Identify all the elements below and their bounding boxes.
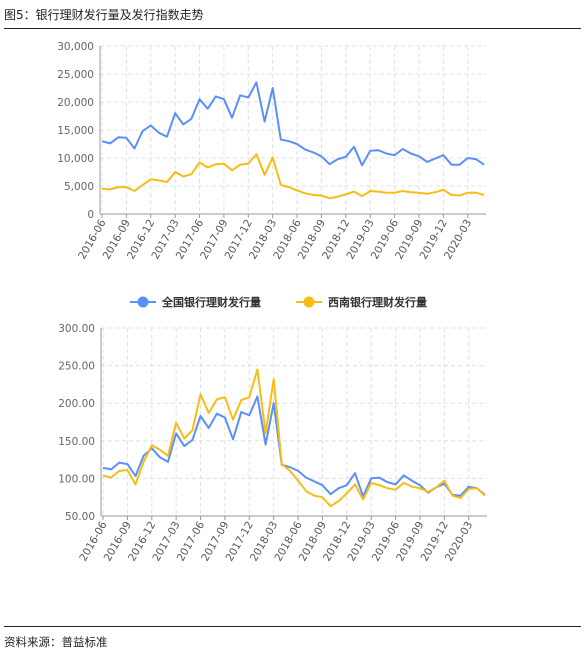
top-rule	[4, 28, 581, 29]
y-tick-label: 15,000	[57, 125, 94, 137]
figure-title: 图5：银行理财发行量及发行指数走势	[4, 8, 204, 22]
legend-marker	[137, 296, 149, 308]
source-note: 资料来源：普益标准	[4, 635, 108, 649]
y-tick-label: 300.00	[58, 323, 95, 335]
legend-marker	[303, 296, 315, 308]
y-tick-label: 0	[87, 209, 94, 221]
y-tick-label: 30,000	[57, 41, 94, 53]
y-tick-label: 10,000	[57, 153, 94, 165]
bottom-rule	[4, 626, 581, 627]
series-line-national	[102, 395, 486, 498]
chart-issuance-index: 50.00100.00150.00200.00250.00300.002016-…	[58, 323, 487, 563]
y-tick-label: 5,000	[64, 181, 94, 193]
chart-issuance-volume: 05,00010,00015,00020,00025,00030,0002016…	[57, 41, 486, 309]
y-tick-label: 50.00	[65, 511, 95, 523]
y-tick-label: 25,000	[57, 69, 94, 81]
y-tick-label: 250.00	[58, 361, 95, 373]
legend-label: 全国银行理财发行量	[161, 295, 261, 309]
legend-label: 西南银行理财发行量	[328, 295, 427, 309]
y-tick-label: 100.00	[58, 473, 95, 485]
y-tick-label: 200.00	[58, 398, 95, 410]
series-line-southwest	[102, 368, 486, 508]
y-tick-label: 150.00	[58, 436, 95, 448]
y-tick-label: 20,000	[57, 97, 94, 109]
series-line-national	[101, 81, 485, 167]
series-line-southwest	[101, 153, 485, 200]
